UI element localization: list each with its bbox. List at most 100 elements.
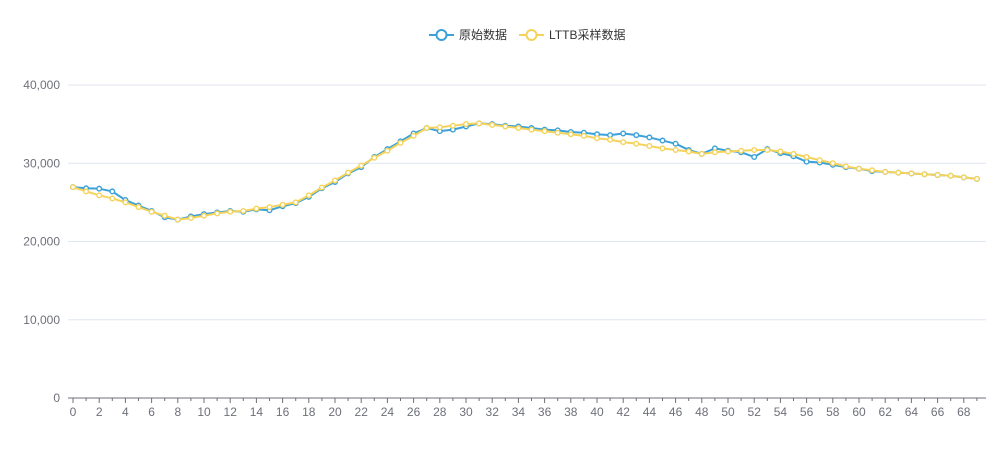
data-point[interactable] <box>816 157 823 164</box>
data-point[interactable] <box>109 195 116 202</box>
legend: 原始数据 LTTB采样数据 <box>429 27 625 42</box>
data-point[interactable] <box>292 199 299 206</box>
data-point[interactable] <box>725 148 732 155</box>
x-tick-label: 18 <box>302 405 316 419</box>
data-point[interactable] <box>659 145 666 152</box>
data-point[interactable] <box>777 148 784 155</box>
data-point[interactable] <box>227 208 234 215</box>
data-point[interactable] <box>122 199 129 206</box>
data-point[interactable] <box>908 170 915 177</box>
data-point[interactable] <box>685 148 692 155</box>
data-point[interactable] <box>580 132 587 139</box>
data-point[interactable] <box>358 162 365 169</box>
data-point[interactable] <box>96 192 103 199</box>
data-point[interactable] <box>659 137 666 144</box>
data-point[interactable] <box>83 188 90 195</box>
data-point[interactable] <box>541 128 548 135</box>
data-point[interactable] <box>436 124 443 131</box>
x-tick-label: 22 <box>355 405 369 419</box>
data-point[interactable] <box>594 135 601 142</box>
data-point[interactable] <box>148 208 155 215</box>
data-point[interactable] <box>135 204 142 211</box>
data-point[interactable] <box>554 129 561 136</box>
data-point[interactable] <box>842 163 849 170</box>
data-point[interactable] <box>960 174 967 181</box>
x-axis: 0 2 4 6 8 10 12 14 16 18 20 22 24 26 28 30 32 34 36 38 40 42 4… <box>68 397 986 419</box>
data-point[interactable] <box>200 212 207 219</box>
data-point[interactable] <box>711 149 718 156</box>
data-point[interactable] <box>607 132 614 139</box>
x-tick-label: 58 <box>826 405 840 419</box>
data-point[interactable] <box>332 177 339 184</box>
data-point[interactable] <box>973 175 980 182</box>
x-tick-label: 24 <box>381 405 395 419</box>
data-point[interactable] <box>214 210 221 217</box>
data-point[interactable] <box>646 143 653 150</box>
data-point[interactable] <box>567 131 574 138</box>
data-point[interactable] <box>921 171 928 178</box>
data-point[interactable] <box>672 146 679 153</box>
data-point[interactable] <box>463 121 470 128</box>
data-point[interactable] <box>266 204 273 211</box>
data-point[interactable] <box>646 134 653 141</box>
legend-item[interactable]: LTTB采样数据 <box>519 27 625 42</box>
data-point[interactable] <box>174 216 181 223</box>
data-point[interactable] <box>672 140 679 147</box>
data-point[interactable] <box>620 139 627 146</box>
data-point[interactable] <box>423 125 430 132</box>
data-point[interactable] <box>698 150 705 157</box>
data-point[interactable] <box>476 120 483 127</box>
data-point[interactable] <box>607 136 614 143</box>
x-tick-label: 14 <box>250 405 264 419</box>
x-tick-label: 66 <box>931 405 945 419</box>
x-tick-label: 68 <box>957 405 971 419</box>
data-point[interactable] <box>803 153 810 160</box>
data-point[interactable] <box>633 140 640 147</box>
x-tick-label: 2 <box>96 405 103 419</box>
data-point[interactable] <box>882 168 889 175</box>
data-point[interactable] <box>305 192 312 199</box>
data-point[interactable] <box>345 169 352 176</box>
data-point[interactable] <box>397 139 404 146</box>
x-tick-label: 60 <box>852 405 866 419</box>
data-point[interactable] <box>633 132 640 139</box>
data-point[interactable] <box>829 160 836 167</box>
data-point[interactable] <box>502 123 509 130</box>
data-point[interactable] <box>620 130 627 137</box>
data-point[interactable] <box>109 188 116 195</box>
data-point[interactable] <box>790 150 797 157</box>
series-0 <box>69 120 980 223</box>
data-point[interactable] <box>410 132 417 139</box>
data-point[interactable] <box>318 184 325 191</box>
x-tick-label: 56 <box>800 405 814 419</box>
x-tick-label: 34 <box>512 405 526 419</box>
data-point[interactable] <box>738 147 745 154</box>
data-point[interactable] <box>895 169 902 176</box>
data-point[interactable] <box>947 172 954 179</box>
data-point[interactable] <box>764 146 771 153</box>
x-tick-label: 30 <box>459 405 473 419</box>
data-point[interactable] <box>869 167 876 174</box>
data-point[interactable] <box>253 205 260 212</box>
data-point[interactable] <box>384 147 391 154</box>
data-point[interactable] <box>96 185 103 192</box>
data-point[interactable] <box>279 201 286 208</box>
data-point[interactable] <box>69 184 76 191</box>
data-point[interactable] <box>751 153 758 160</box>
data-point[interactable] <box>934 171 941 178</box>
data-point[interactable] <box>371 154 378 161</box>
data-point[interactable] <box>856 165 863 172</box>
data-point[interactable] <box>751 146 758 153</box>
data-point[interactable] <box>515 125 522 132</box>
data-point[interactable] <box>803 158 810 165</box>
data-point[interactable] <box>449 122 456 129</box>
x-tick-label: 36 <box>538 405 552 419</box>
data-point[interactable] <box>528 126 535 133</box>
data-point[interactable] <box>489 121 496 128</box>
data-point[interactable] <box>240 207 247 214</box>
data-point[interactable] <box>187 215 194 222</box>
legend-item[interactable]: 原始数据 <box>429 27 507 42</box>
data-point[interactable] <box>161 212 168 219</box>
y-tick-label: 30,000 <box>23 156 60 170</box>
